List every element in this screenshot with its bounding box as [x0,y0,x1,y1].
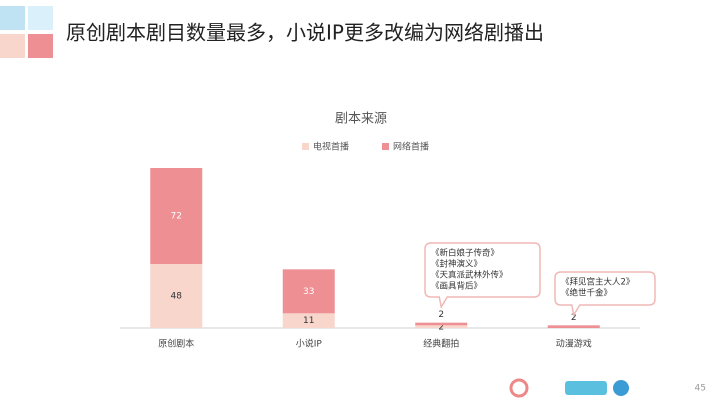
callout-box [554,271,656,318]
decor-square [0,34,25,58]
callout-text: 《绝世千金》 [561,288,612,299]
legend-label: 网络首播 [393,141,429,153]
bar-segment [415,325,468,328]
logo [509,378,529,398]
x-tick-label: 动漫游戏 [556,338,592,350]
x-tick-label: 原创剧本 [158,338,194,350]
value-label: 48 [171,292,183,302]
bar-segment [415,322,468,326]
bar-segment [150,264,203,328]
value-label: 2 [438,310,444,320]
value-label: 2 [438,323,444,333]
decor-square [28,34,53,58]
legend-swatch [302,143,309,150]
value-label: 11 [303,316,314,326]
bar-segment [282,313,335,328]
chart-title: 剧本来源 [335,112,387,127]
x-tick-label: 经典翻拍 [423,338,459,350]
value-label: 2 [571,313,577,323]
page-number: 45 [695,384,706,394]
decor-square [0,6,25,30]
callout-text: 《新白娘子传奇》 [431,248,499,259]
callout-text: 《拜见宫主大人2》 [561,277,634,288]
logo [613,380,629,396]
decor-square [28,6,53,30]
value-label: 33 [303,287,314,297]
x-tick-label: 小说IP [296,338,323,350]
legend-swatch [382,143,389,150]
bar-segment [150,168,203,264]
bar-segment [547,325,600,328]
callout-text: 《天真派武林外传》 [431,270,508,281]
callout-box [424,242,541,310]
logo [565,381,607,395]
callout-text: 《封神演义》 [431,259,482,270]
legend-label: 电视首播 [313,141,349,153]
value-label: 72 [171,212,182,222]
slide-title: 原创剧本剧目数量最多，小说IP更多改编为网络剧播出 [66,21,544,45]
bar-segment [282,269,335,314]
callout-text: 《画具背后》 [431,281,482,292]
